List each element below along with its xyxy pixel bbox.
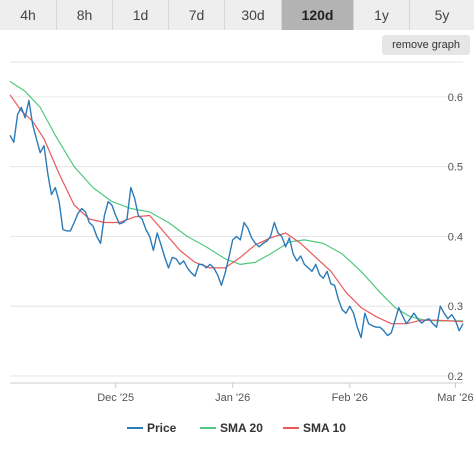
legend-label: SMA 20 bbox=[220, 421, 263, 435]
series-line-sma-10 bbox=[9, 94, 464, 325]
x-tick-label: Jan '26 bbox=[215, 392, 250, 404]
tab-1y[interactable]: 1y bbox=[354, 0, 410, 30]
tab-8h[interactable]: 8h bbox=[57, 0, 113, 30]
tab-7d[interactable]: 7d bbox=[169, 0, 225, 30]
series-lines bbox=[9, 80, 464, 339]
legend-label: SMA 10 bbox=[303, 421, 346, 435]
tab-5y[interactable]: 5y bbox=[410, 0, 474, 30]
x-tick-label: Dec '25 bbox=[97, 392, 134, 404]
tab-4h[interactable]: 4h bbox=[0, 0, 57, 30]
legend-item-sma-10[interactable]: SMA 10 bbox=[283, 421, 346, 435]
x-tick-label: Feb '26 bbox=[332, 392, 368, 404]
y-tick-label: 0.4 bbox=[448, 231, 463, 243]
legend-item-sma-20[interactable]: SMA 20 bbox=[200, 421, 263, 435]
tab-1d[interactable]: 1d bbox=[113, 0, 169, 30]
y-tick-label: 0.5 bbox=[448, 162, 463, 174]
legend-label: Price bbox=[147, 421, 177, 435]
y-axis: 0.2 0.3 0.4 0.5 0.6 bbox=[448, 92, 463, 383]
series-line-sma-20 bbox=[9, 80, 463, 322]
grid bbox=[10, 61, 463, 384]
tab-120d[interactable]: 120d bbox=[282, 0, 354, 30]
y-tick-label: 0.6 bbox=[448, 92, 463, 104]
timeframe-tabs: 4h 8h 1d 7d 30d 120d 1y 5y bbox=[0, 0, 474, 30]
x-tick-label: Mar '26 bbox=[437, 392, 473, 404]
legend: Price SMA 20 SMA 10 bbox=[127, 421, 346, 435]
x-axis: Dec '25 Jan '26 Feb '26 Mar '26 bbox=[97, 383, 474, 404]
y-tick-label: 0.3 bbox=[448, 301, 463, 313]
legend-item-price[interactable]: Price bbox=[127, 421, 177, 435]
y-tick-label: 0.2 bbox=[448, 371, 463, 383]
series-line-price bbox=[9, 99, 464, 339]
tab-30d[interactable]: 30d bbox=[225, 0, 282, 30]
remove-graph-button[interactable]: remove graph bbox=[382, 35, 470, 55]
